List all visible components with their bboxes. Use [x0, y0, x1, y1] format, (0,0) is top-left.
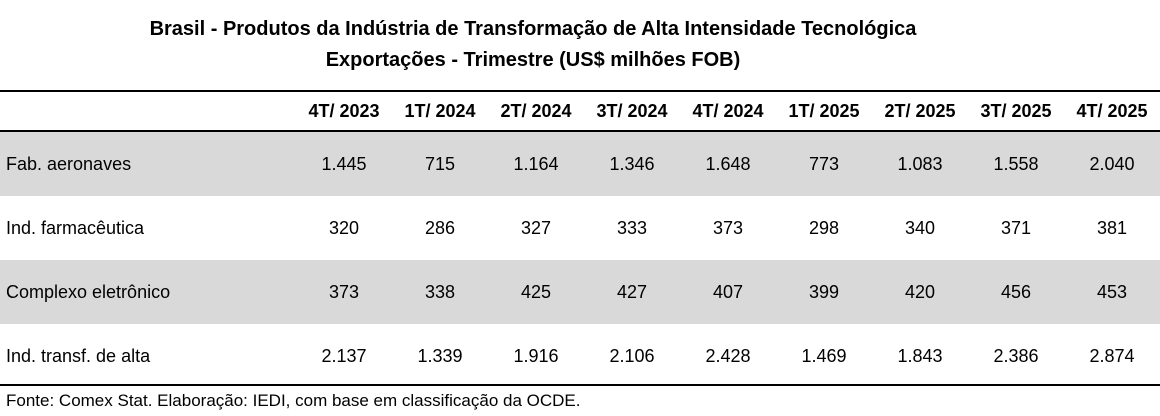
table-row: Ind. transf. de alta 2.137 1.339 1.916 2.106… — [0, 324, 1160, 388]
table-cell: 340 — [904, 218, 936, 238]
table-cell: 373 — [712, 218, 744, 238]
table-cell: 1.916 — [513, 346, 559, 366]
table-cell: 1.469 — [801, 346, 847, 366]
table-title-block: Brasil - Produtos da Indústria de Transf… — [0, 14, 1066, 76]
row-label: Fab. aeronaves — [6, 154, 132, 174]
table-cell: 298 — [808, 218, 840, 238]
table-cell: 427 — [616, 282, 648, 302]
table-cell: 2.874 — [1089, 346, 1135, 366]
table-row: Complexo eletrônico 373 338 425 427 407 399 420… — [0, 260, 1160, 324]
source-note: Fonte: Comex Stat. Elaboração: IEDI, com… — [6, 391, 581, 410]
table-header-row: 4T/ 2023 1T/ 2024 2T/ 2024 3T/ 2024 4T/ 2024… — [0, 92, 1160, 132]
table-cell: 2.137 — [321, 346, 367, 366]
table-cell: 1.843 — [897, 346, 943, 366]
column-header: 4T/ 2023 — [308, 101, 380, 121]
table-cell: 371 — [1000, 218, 1032, 238]
table-title: Brasil - Produtos da Indústria de Transf… — [149, 18, 917, 40]
table-cell: 456 — [1000, 282, 1032, 302]
table-cell: 1.558 — [993, 154, 1039, 174]
table-cell: 1.339 — [417, 346, 463, 366]
table-cell: 420 — [904, 282, 936, 302]
table-cell: 425 — [520, 282, 552, 302]
row-label: Ind. farmacêutica — [6, 218, 145, 238]
table-cell: 320 — [328, 218, 360, 238]
table-cell: 327 — [520, 218, 552, 238]
table-cell: 1.083 — [897, 154, 943, 174]
column-header: 2T/ 2025 — [884, 101, 956, 121]
table-cell: 373 — [328, 282, 360, 302]
table-body: Fab. aeronaves 1.445 715 1.164 1.346 1.648 773… — [0, 132, 1160, 388]
column-header: 4T/ 2024 — [692, 101, 764, 121]
table-cell: 453 — [1096, 282, 1128, 302]
table-top-border — [0, 90, 1160, 92]
table-cell: 2.040 — [1089, 154, 1135, 174]
table-cell: 333 — [616, 218, 648, 238]
table-cell: 2.386 — [993, 346, 1039, 366]
column-header: 1T/ 2025 — [788, 101, 860, 121]
table-cell: 1.648 — [705, 154, 751, 174]
table-cell: 407 — [712, 282, 744, 302]
table-cell: 1.164 — [513, 154, 559, 174]
column-header: 4T/ 2025 — [1076, 101, 1148, 121]
column-header: 3T/ 2024 — [596, 101, 668, 121]
column-header: 2T/ 2024 — [500, 101, 572, 121]
table-subtitle: Exportações - Trimestre (US$ milhões FOB… — [325, 49, 741, 71]
table-cell: 1.445 — [321, 154, 367, 174]
table-cell: 286 — [424, 218, 456, 238]
row-label: Complexo eletrônico — [6, 282, 171, 302]
table-bottom-border — [0, 384, 1160, 386]
table-cell: 773 — [808, 154, 840, 174]
table-cell: 2.106 — [609, 346, 655, 366]
table-cell: 381 — [1096, 218, 1128, 238]
table-cell: 399 — [808, 282, 840, 302]
column-header: 3T/ 2025 — [980, 101, 1052, 121]
table-cell: 338 — [424, 282, 456, 302]
table-row: Ind. farmacêutica 320 286 327 333 373 298 340 37… — [0, 196, 1160, 260]
row-label: Ind. transf. de alta — [6, 346, 151, 366]
table-cell: 1.346 — [609, 154, 655, 174]
table-cell: 715 — [424, 154, 456, 174]
table-row: Fab. aeronaves 1.445 715 1.164 1.346 1.648 773… — [0, 132, 1160, 196]
exports-table: 4T/ 2023 1T/ 2024 2T/ 2024 3T/ 2024 4T/ 2024… — [0, 90, 1160, 388]
table-cell: 2.428 — [705, 346, 751, 366]
column-header: 1T/ 2024 — [404, 101, 476, 121]
